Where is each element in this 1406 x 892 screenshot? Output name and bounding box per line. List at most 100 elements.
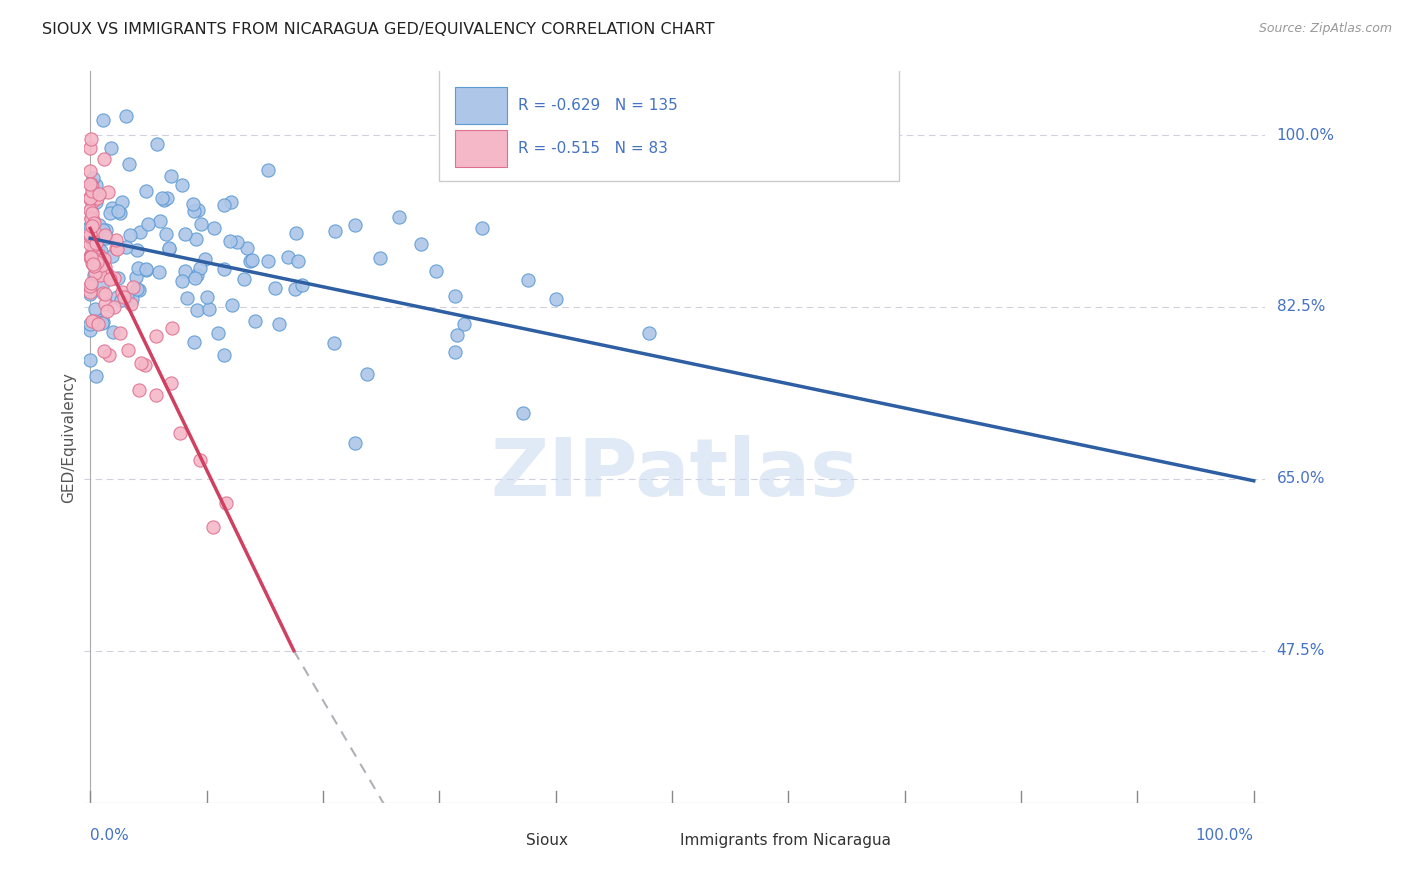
Point — [79, 178, 101, 192]
Point — [155, 227, 177, 241]
Point — [79, 285, 101, 299]
Point — [135, 184, 157, 198]
Point — [207, 326, 229, 340]
Point — [84, 178, 107, 192]
Point — [96, 303, 118, 318]
Point — [98, 348, 121, 362]
Point — [120, 297, 142, 311]
Point — [135, 262, 157, 277]
Point — [80, 276, 103, 290]
Point — [90, 316, 112, 330]
Point — [107, 203, 129, 218]
Point — [105, 241, 128, 255]
Point — [84, 194, 107, 209]
Point — [453, 317, 475, 331]
Point — [157, 241, 180, 255]
Point — [91, 315, 114, 329]
Point — [83, 237, 105, 252]
Point — [186, 302, 208, 317]
Text: SIOUX VS IMMIGRANTS FROM NICARAGUA GED/EQUIVALENCY CORRELATION CHART: SIOUX VS IMMIGRANTS FROM NICARAGUA GED/E… — [42, 22, 714, 37]
Point — [134, 358, 156, 372]
Point — [79, 141, 101, 155]
Point — [82, 189, 104, 203]
Point — [83, 302, 105, 317]
Point — [80, 184, 103, 198]
Point — [111, 285, 134, 300]
Point — [201, 519, 224, 533]
Point — [79, 219, 101, 233]
Point — [100, 141, 122, 155]
Text: 82.5%: 82.5% — [1277, 300, 1324, 315]
FancyBboxPatch shape — [439, 68, 900, 181]
Point — [82, 213, 104, 227]
Point — [98, 206, 121, 220]
Point — [82, 217, 104, 231]
Point — [444, 289, 467, 303]
Text: 47.5%: 47.5% — [1277, 643, 1324, 658]
Point — [287, 254, 309, 268]
Point — [127, 260, 149, 275]
Text: Sioux: Sioux — [526, 833, 568, 848]
Point — [291, 278, 314, 293]
Point — [86, 191, 108, 205]
Point — [103, 270, 125, 285]
Point — [124, 269, 146, 284]
Point — [356, 367, 378, 381]
Point — [149, 214, 172, 228]
Point — [544, 292, 567, 306]
Point — [107, 271, 129, 285]
Point — [114, 109, 136, 123]
Point — [87, 186, 110, 201]
Point — [173, 227, 195, 241]
Point — [83, 216, 105, 230]
Point — [82, 235, 104, 249]
Point — [128, 383, 150, 397]
Point — [93, 252, 115, 266]
Point — [97, 185, 120, 199]
Point — [94, 297, 117, 311]
Point — [96, 267, 118, 281]
Point — [145, 329, 167, 343]
Text: R = -0.629   N = 135: R = -0.629 N = 135 — [517, 98, 678, 112]
Point — [80, 248, 103, 262]
Point — [236, 241, 259, 255]
Point — [79, 249, 101, 263]
Point — [87, 268, 110, 282]
Point — [86, 313, 108, 327]
Point — [188, 260, 211, 275]
Point — [80, 215, 103, 229]
Point — [79, 228, 101, 243]
Point — [100, 271, 122, 285]
Point — [219, 195, 242, 210]
Point — [79, 211, 101, 226]
Point — [83, 268, 105, 282]
Point — [80, 212, 103, 227]
Point — [157, 242, 180, 256]
Point — [79, 250, 101, 264]
Point — [388, 210, 411, 224]
Point — [108, 326, 131, 341]
Point — [86, 255, 108, 269]
Point — [170, 178, 193, 192]
Point — [79, 191, 101, 205]
Point — [344, 435, 367, 450]
Point — [110, 293, 132, 307]
Point — [121, 292, 143, 306]
FancyBboxPatch shape — [637, 834, 675, 862]
Point — [202, 221, 225, 235]
FancyBboxPatch shape — [484, 834, 522, 862]
Point — [79, 227, 101, 241]
Point — [79, 353, 101, 368]
Point — [86, 252, 108, 267]
Text: 100.0%: 100.0% — [1195, 828, 1254, 843]
Point — [80, 177, 103, 191]
Point — [101, 249, 124, 263]
Point — [169, 425, 191, 440]
Point — [257, 162, 280, 177]
Point — [79, 237, 101, 252]
Point — [87, 317, 110, 331]
Point — [112, 290, 135, 304]
Point — [187, 202, 209, 217]
Point — [93, 344, 115, 359]
Point — [90, 266, 112, 280]
